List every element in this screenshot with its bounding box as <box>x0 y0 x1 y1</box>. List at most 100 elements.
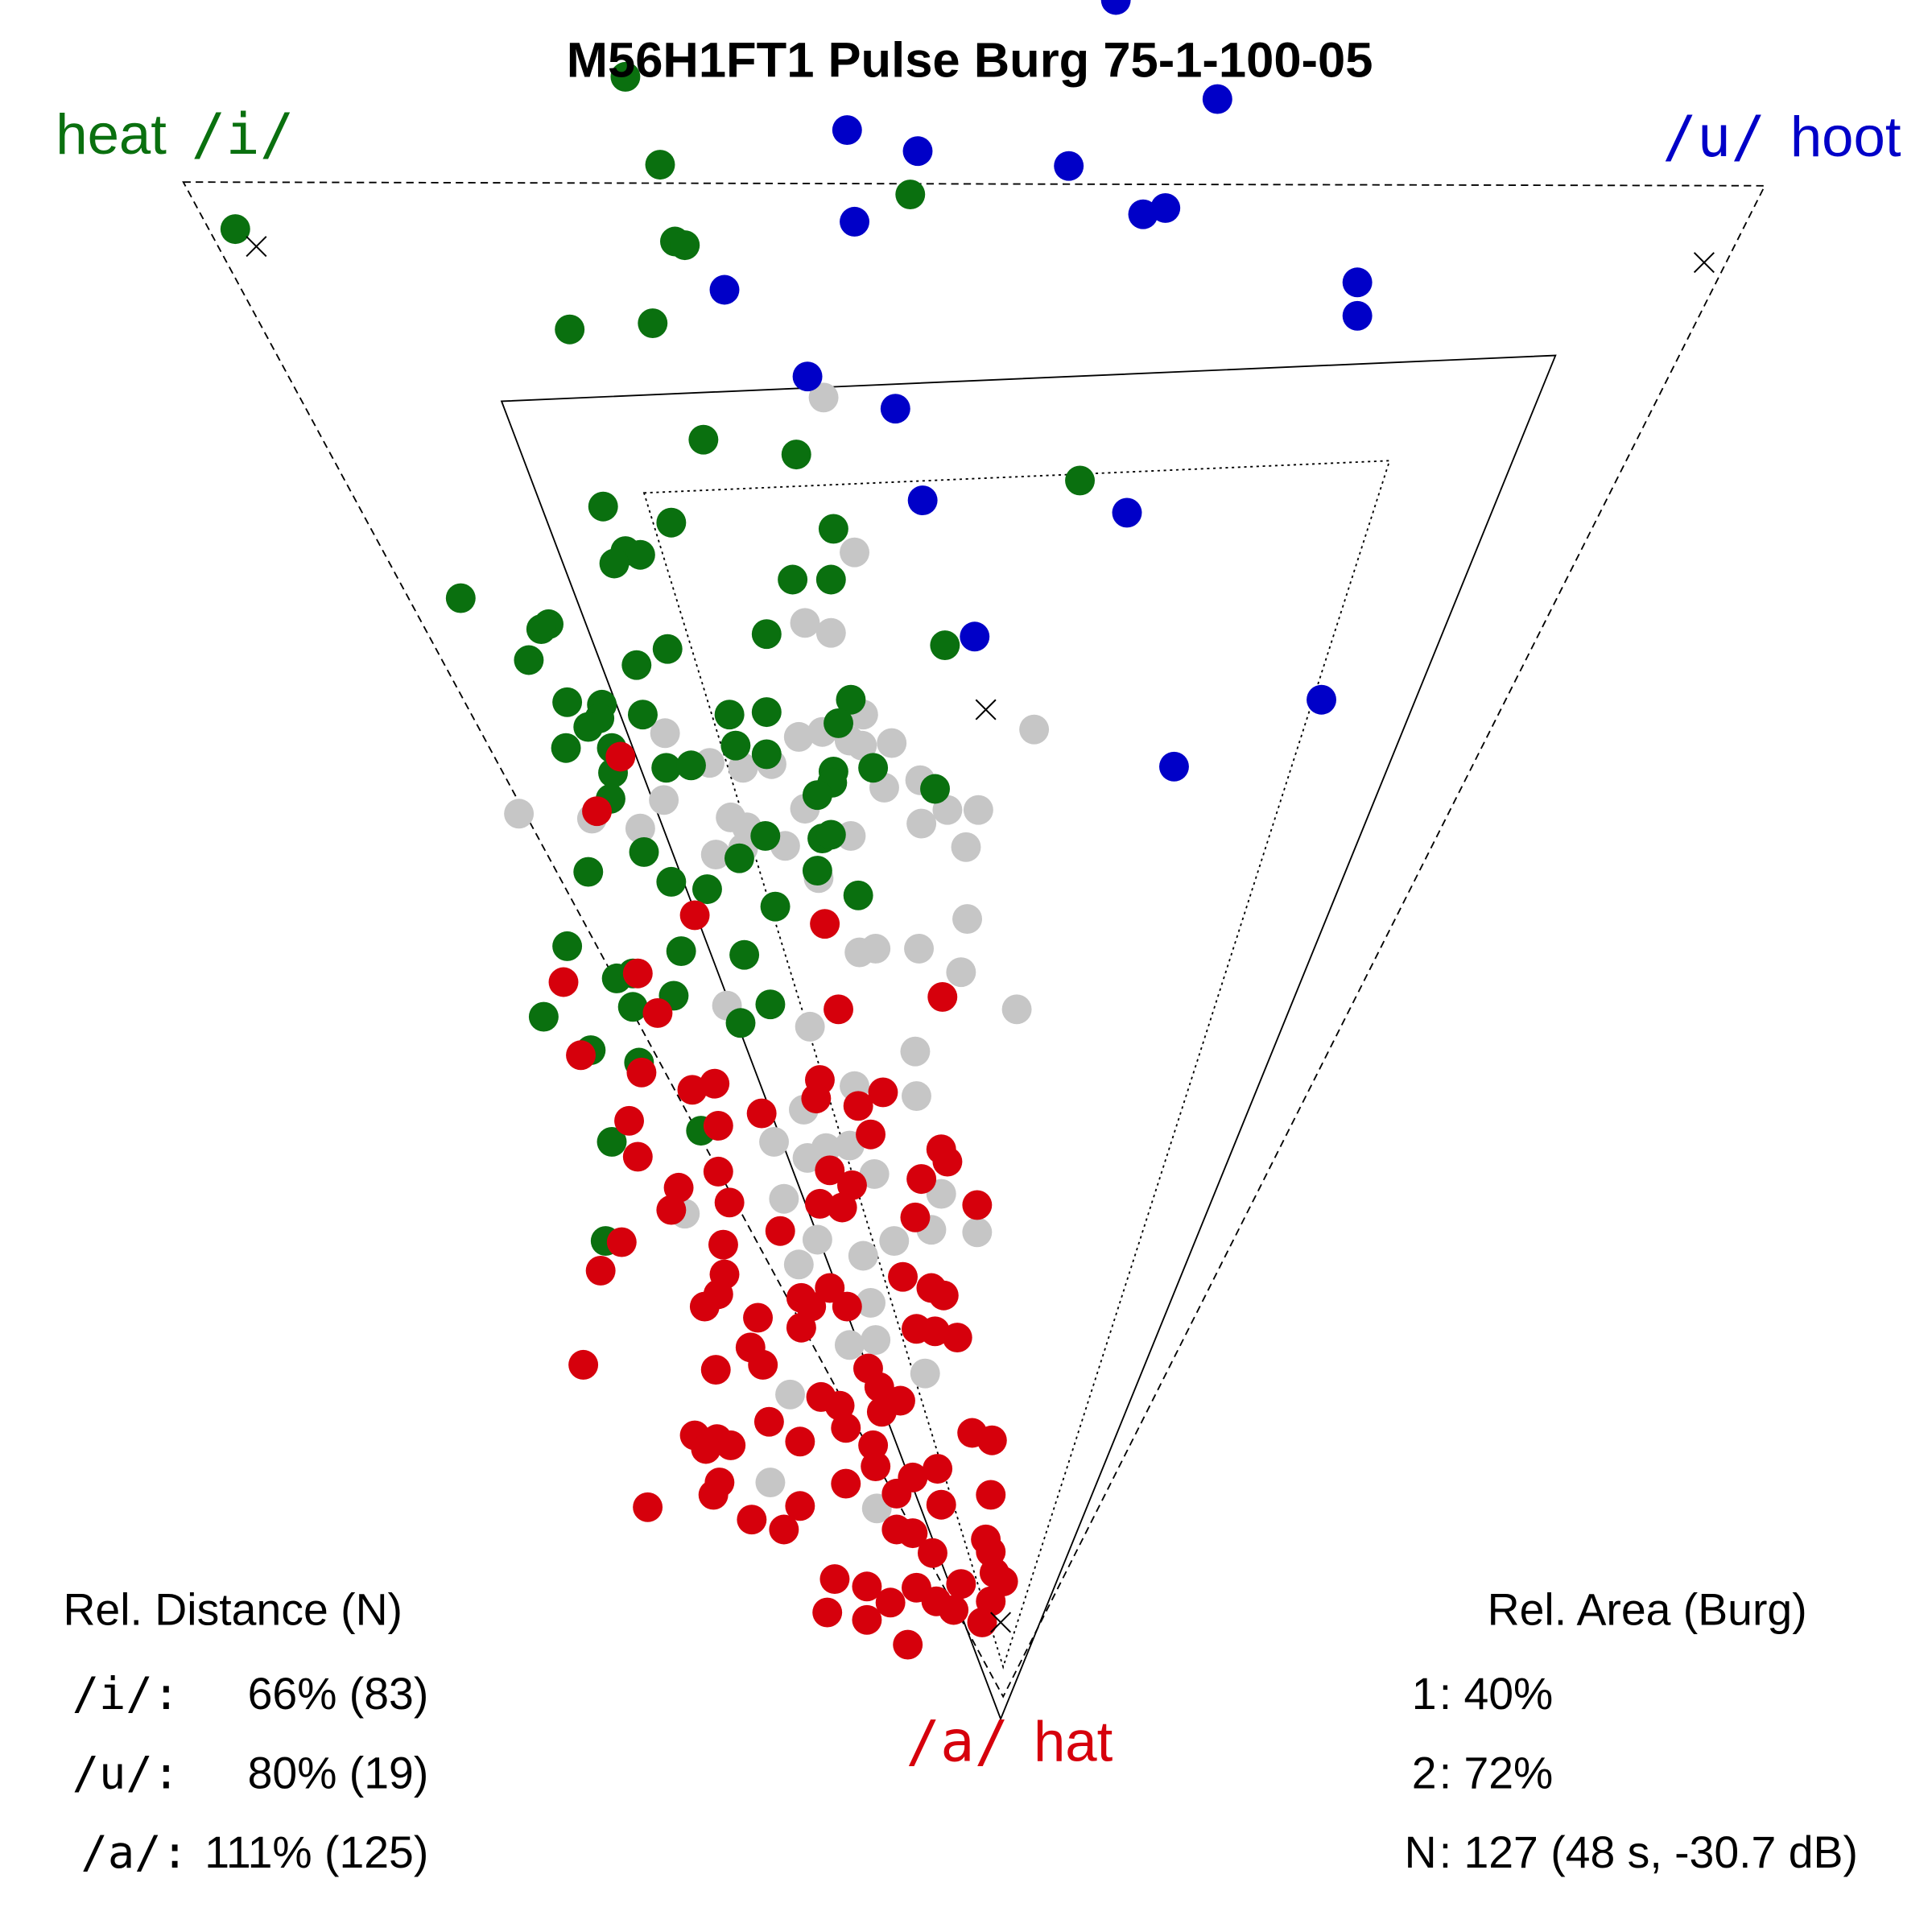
data-point <box>652 634 683 664</box>
data-point <box>1128 199 1158 229</box>
data-point <box>1307 684 1336 715</box>
data-point <box>1001 994 1032 1025</box>
data-point <box>746 1098 777 1129</box>
data-point <box>775 1379 805 1410</box>
data-point <box>716 1430 746 1460</box>
corner-word-a: hat <box>1034 1710 1113 1773</box>
data-point <box>861 1325 891 1356</box>
data-point <box>852 1604 882 1635</box>
rel-distance-value-u: 80% (19) <box>248 1748 429 1798</box>
data-point <box>921 1586 952 1616</box>
data-point <box>751 619 782 650</box>
data-point <box>614 1105 644 1136</box>
data-point <box>751 697 782 728</box>
data-point <box>832 1291 862 1322</box>
data-point <box>677 1075 708 1105</box>
data-point <box>808 382 839 413</box>
data-point <box>724 843 754 873</box>
data-point <box>906 808 937 839</box>
data-point <box>942 1323 972 1352</box>
data-point <box>1065 465 1095 496</box>
data-point <box>843 880 873 910</box>
data-points <box>220 0 1373 1660</box>
data-point <box>801 1084 832 1114</box>
data-point <box>843 1091 873 1121</box>
rel-distance-value-a: 111% (125) <box>204 1827 428 1877</box>
data-point <box>781 440 811 470</box>
data-point <box>622 1141 653 1172</box>
data-point <box>606 1227 637 1257</box>
data-point <box>769 1514 799 1545</box>
data-point <box>864 1372 894 1402</box>
data-point <box>765 1216 795 1246</box>
corner-label-a: /a/hat <box>906 1708 1113 1775</box>
data-point <box>946 957 976 988</box>
data-point <box>875 1587 906 1618</box>
data-point <box>910 1358 940 1389</box>
data-point <box>856 1119 886 1150</box>
data-point <box>625 813 655 844</box>
data-point <box>866 1397 897 1427</box>
data-point <box>573 712 604 742</box>
data-point <box>960 621 990 652</box>
data-point <box>650 718 680 749</box>
data-point <box>755 1468 786 1497</box>
data-point <box>898 1518 928 1549</box>
data-point <box>815 564 846 595</box>
data-point <box>568 1349 599 1380</box>
data-point <box>962 1190 993 1220</box>
data-point <box>810 909 840 939</box>
target-x-marker <box>1693 252 1715 274</box>
data-point <box>824 1390 855 1421</box>
data-point <box>720 730 751 761</box>
data-point <box>737 1505 767 1535</box>
data-point <box>552 687 583 717</box>
data-point <box>552 931 583 961</box>
data-point <box>597 1127 627 1157</box>
rel-distance-legend: Rel. Distance (N) /i/: 66% (83) /u/: 80%… <box>63 1584 428 1879</box>
chart-title: M56H1FT1 Pulse Burg 75-1-100-05 <box>567 32 1373 88</box>
data-point <box>976 1425 1007 1455</box>
data-point <box>907 485 938 515</box>
data-point <box>927 982 958 1012</box>
data-point <box>220 214 250 245</box>
data-point <box>880 394 910 424</box>
data-point <box>824 708 853 738</box>
data-point <box>645 150 675 180</box>
data-point <box>790 608 820 638</box>
data-point <box>528 1001 559 1032</box>
corner-word-u: hoot <box>1790 105 1901 168</box>
data-point <box>795 1011 825 1042</box>
data-point <box>610 61 641 92</box>
data-point <box>918 1538 947 1568</box>
data-point <box>951 832 981 862</box>
data-point <box>906 1164 937 1195</box>
rel-area-label-n: N <box>1405 1827 1437 1877</box>
data-point <box>1159 751 1189 782</box>
data-point <box>923 1454 953 1484</box>
data-point <box>626 1057 657 1088</box>
data-point <box>792 361 823 392</box>
data-point <box>743 1302 773 1333</box>
data-point <box>1112 497 1142 528</box>
data-point <box>859 1159 890 1189</box>
rel-area-label-1: 1 <box>1412 1669 1437 1719</box>
data-point <box>818 514 848 544</box>
data-point <box>666 936 696 966</box>
corner-word-i: heat <box>56 102 167 166</box>
data-point <box>725 1008 756 1038</box>
data-point <box>967 1607 997 1637</box>
data-point <box>815 1155 845 1186</box>
data-point <box>827 1192 857 1223</box>
data-point <box>1202 84 1232 114</box>
data-point <box>688 424 719 455</box>
data-point <box>633 1492 663 1522</box>
data-point <box>904 934 934 964</box>
data-point <box>605 741 636 772</box>
data-point <box>679 900 710 931</box>
corner-symbol-a: /a/ <box>906 1708 1009 1775</box>
data-point <box>815 1273 845 1303</box>
data-point <box>900 1202 931 1232</box>
target-markers <box>246 236 1715 1633</box>
